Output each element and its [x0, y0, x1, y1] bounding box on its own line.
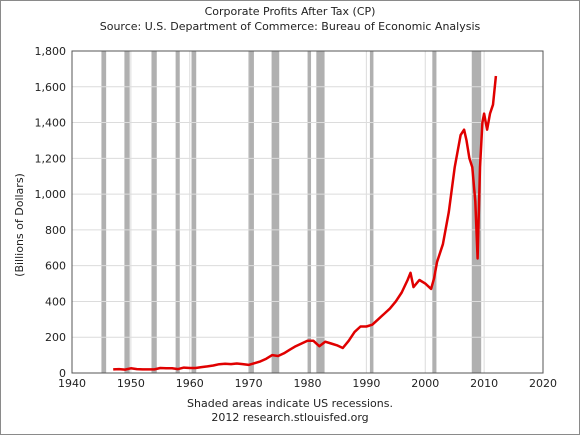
y-tick-label-5: 1,000: [35, 188, 67, 201]
x-tick-label-7: 2010: [470, 377, 498, 390]
y-tick-label-7: 1,400: [35, 117, 67, 130]
recession-band-8: [316, 51, 325, 373]
recession-band-6: [271, 51, 280, 373]
y-tick-label-8: 1,600: [35, 81, 67, 94]
x-tick-label-6: 2000: [411, 377, 439, 390]
y-tick-label-3: 600: [45, 260, 66, 273]
y-tick-label-0: 0: [59, 367, 66, 380]
x-tick-label-4: 1980: [294, 377, 322, 390]
x-tick-label-2: 1960: [176, 377, 204, 390]
y-axis-label: (Billions of Dollars): [13, 173, 26, 277]
plot-area: [71, 50, 544, 374]
recession-band-4: [191, 51, 197, 373]
x-tick-label-8: 2020: [529, 377, 557, 390]
footer-note: Shaded areas indicate US recessions.: [187, 397, 393, 410]
recession-band-5: [248, 51, 254, 373]
y-tick-label-1: 200: [45, 331, 66, 344]
recession-band-0: [101, 51, 107, 373]
chart-title: Corporate Profits After Tax (CP): [204, 5, 376, 18]
recession-bands: [101, 51, 482, 373]
recession-band-7: [307, 51, 312, 373]
x-tick-labels: 1940 1950 1960 1970 1980 1990 2000 2010 2020: [58, 377, 557, 390]
x-tick-label-0: 1940: [58, 377, 86, 390]
recession-band-2: [151, 51, 157, 373]
y-tick-labels: 0 200 400 600 800 1,000 1,200 1,400 1,600 1,800: [35, 45, 67, 380]
footer-credit: 2012 research.stlouisfed.org: [211, 411, 369, 424]
series-line-corporate-profits: [113, 75, 498, 371]
y-tick-label-2: 400: [45, 295, 66, 308]
y-tick-label-9: 1,800: [35, 45, 67, 58]
recession-band-10: [432, 51, 437, 373]
x-tick-label-1: 1950: [117, 377, 145, 390]
chart-subtitle: Source: U.S. Department of Commerce: Bur…: [99, 20, 481, 33]
recession-band-9: [369, 51, 374, 373]
grid-lines: [71, 50, 544, 374]
recession-band-3: [175, 51, 180, 373]
x-tick-label-5: 1990: [352, 377, 380, 390]
x-tick-label-3: 1970: [235, 377, 263, 390]
recession-band-1: [124, 51, 130, 373]
y-tick-label-6: 1,200: [35, 152, 67, 165]
y-tick-label-4: 800: [45, 224, 66, 237]
